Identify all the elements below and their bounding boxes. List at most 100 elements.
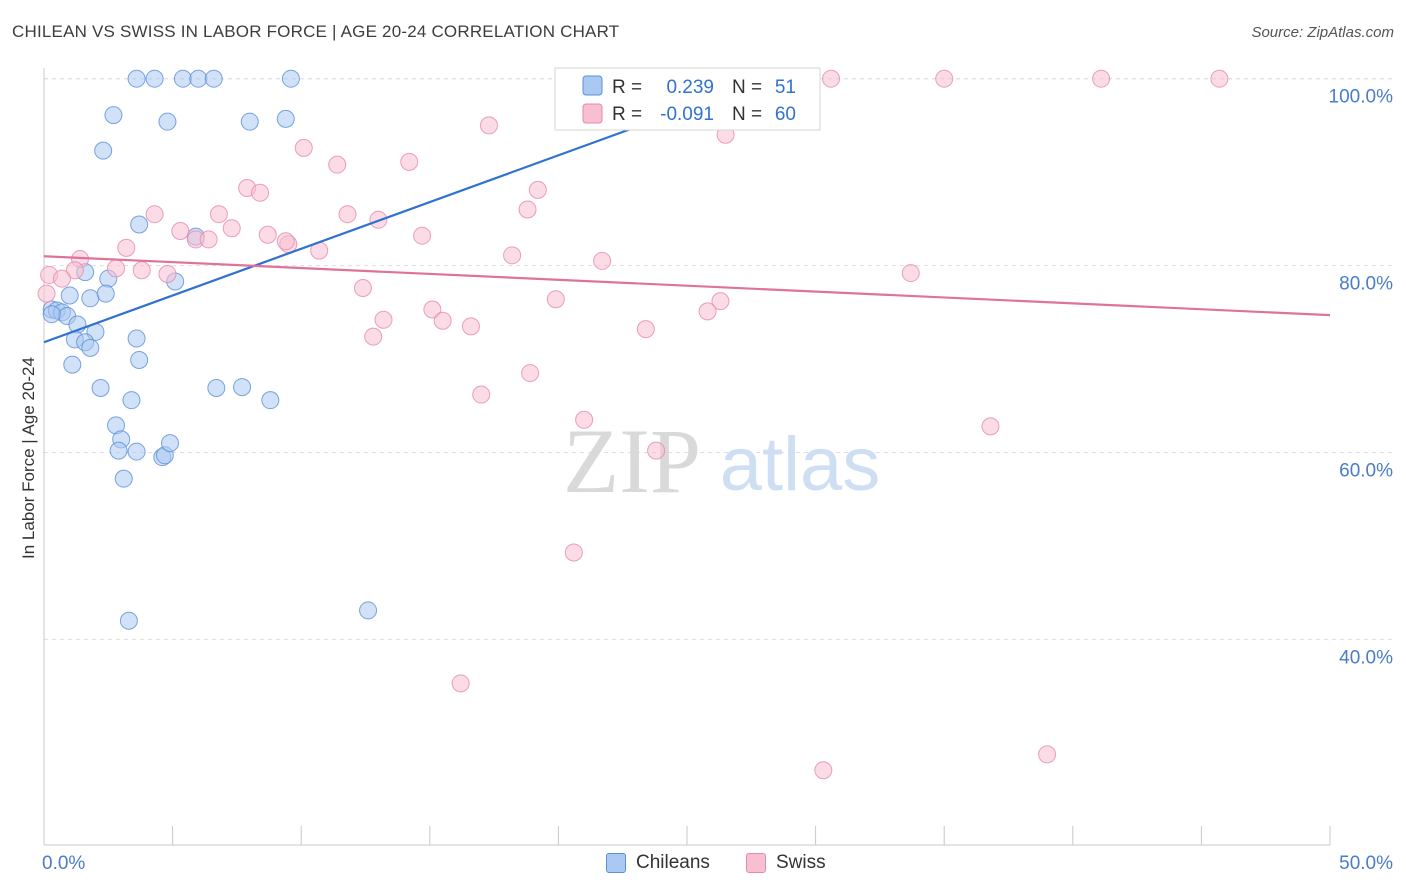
chilean-point-43 (161, 434, 180, 453)
chilean-point-18 (96, 284, 115, 303)
swiss-point-43 (374, 310, 393, 329)
legend-label-swiss: Swiss (776, 852, 826, 873)
swiss-point-31 (65, 261, 84, 280)
swiss-trend-line (43, 255, 1331, 317)
y-tick-label-40: 40.0% (1339, 647, 1393, 668)
chilean-point-3 (189, 69, 208, 88)
chilean-point-4 (204, 69, 223, 88)
chilean-point-36 (261, 391, 280, 410)
chilean-point-33 (122, 391, 141, 410)
chilean-point-17 (81, 289, 100, 308)
swiss-point-22 (258, 225, 277, 244)
swiss-point-36 (53, 269, 72, 288)
chilean-point-29 (81, 338, 100, 357)
swiss-point-18 (171, 222, 190, 241)
swiss-point-28 (503, 246, 522, 265)
swiss-point-47 (364, 327, 383, 346)
stats-r-label-swiss: R = (612, 104, 642, 125)
stats-r-label-chileans: R = (612, 77, 642, 98)
chilean-point-6 (104, 106, 123, 125)
stats-legend: R = 0.239 N = 51 R = -0.091 N = 60 (554, 67, 821, 131)
legend-item-chileans[interactable]: Chileans (606, 852, 710, 874)
swiss-point-57 (814, 761, 833, 780)
chilean-point-30 (130, 350, 149, 369)
swiss-point-1 (822, 69, 841, 88)
x-tick-label-start: 0.0% (42, 853, 85, 874)
chilean-point-34 (207, 379, 226, 398)
swiss-point-52 (647, 441, 666, 460)
swiss-point-44 (433, 311, 452, 330)
stats-swatch-chileans (582, 75, 603, 96)
swiss-point-14 (209, 205, 228, 224)
chilean-point-7 (158, 112, 177, 131)
source-credit: Source: ZipAtlas.com (1251, 24, 1394, 41)
swiss-point-41 (698, 302, 717, 321)
swiss-point-37 (353, 279, 372, 298)
stats-r-value-swiss: -0.091 (660, 104, 714, 125)
chilean-trend-line (43, 96, 719, 344)
swiss-point-40 (711, 292, 730, 311)
swiss-point-39 (901, 264, 920, 283)
swiss-point-4 (1210, 69, 1229, 88)
swiss-point-26 (117, 238, 136, 257)
swiss-point-46 (636, 320, 655, 339)
legend-label-chileans: Chileans (636, 852, 710, 873)
chilean-point-1 (145, 69, 164, 88)
swiss-point-9 (400, 152, 419, 171)
series-swiss (37, 69, 1229, 780)
chilean-point-9 (276, 109, 295, 128)
swiss-point-5 (479, 116, 498, 135)
swiss-point-2 (935, 69, 954, 88)
legend-swatch-chileans (606, 853, 626, 873)
chart-title: CHILEAN VS SWISS IN LABOR FORCE | AGE 20… (12, 22, 620, 41)
y-tick-label-60: 60.0% (1339, 461, 1393, 482)
swiss-point-42 (423, 300, 442, 319)
stats-swatch-swiss (582, 103, 603, 124)
swiss-point-19 (222, 219, 241, 238)
chilean-point-39 (109, 441, 128, 460)
x-tick-label-end: 50.0% (1339, 853, 1393, 874)
chilean-point-26 (127, 329, 146, 348)
stats-n-label-chileans: N = (732, 77, 762, 98)
chilean-point-2 (173, 69, 192, 88)
watermark: ZIP atlas (563, 410, 880, 512)
chilean-point-0 (127, 69, 146, 88)
legend-item-swiss[interactable]: Swiss (746, 852, 826, 874)
swiss-point-7 (294, 138, 313, 157)
chilean-point-5 (281, 69, 300, 88)
chilean-point-35 (233, 378, 252, 397)
swiss-point-15 (338, 205, 357, 224)
stats-r-value-chileans: 0.239 (666, 77, 714, 98)
swiss-point-54 (564, 543, 583, 562)
y-axis-label: In Labor Force | Age 20-24 (19, 357, 38, 559)
swiss-point-12 (251, 183, 270, 202)
axes (43, 68, 1331, 846)
chilean-point-10 (94, 141, 113, 160)
chilean-point-46 (119, 611, 138, 630)
swiss-point-10 (528, 180, 547, 199)
swiss-point-21 (199, 230, 218, 249)
swiss-point-8 (328, 155, 347, 174)
swiss-point-3 (1092, 69, 1111, 88)
chilean-point-45 (359, 601, 378, 620)
chilean-point-16 (60, 286, 79, 305)
y-tick-label-80: 80.0% (1339, 274, 1393, 295)
swiss-point-56 (1038, 745, 1057, 764)
chilean-point-11 (130, 215, 149, 234)
swiss-point-25 (276, 232, 295, 251)
series-chileans (42, 69, 378, 630)
stats-n-value-chileans: 51 (775, 77, 796, 98)
swiss-point-38 (546, 290, 565, 309)
swiss-point-49 (521, 364, 540, 383)
stats-n-label-swiss: N = (732, 104, 762, 125)
swiss-point-53 (981, 417, 1000, 436)
swiss-point-29 (593, 251, 612, 270)
swiss-point-48 (37, 284, 56, 303)
swiss-point-33 (132, 261, 151, 280)
swiss-point-24 (413, 226, 432, 245)
chilean-point-8 (240, 112, 259, 131)
swiss-point-55 (451, 674, 470, 693)
chilean-point-40 (127, 442, 146, 461)
chilean-point-23 (42, 305, 61, 324)
tick-labels: 40.0% 60.0% 80.0% 100.0% 0.0% 50.0% (42, 87, 1393, 874)
